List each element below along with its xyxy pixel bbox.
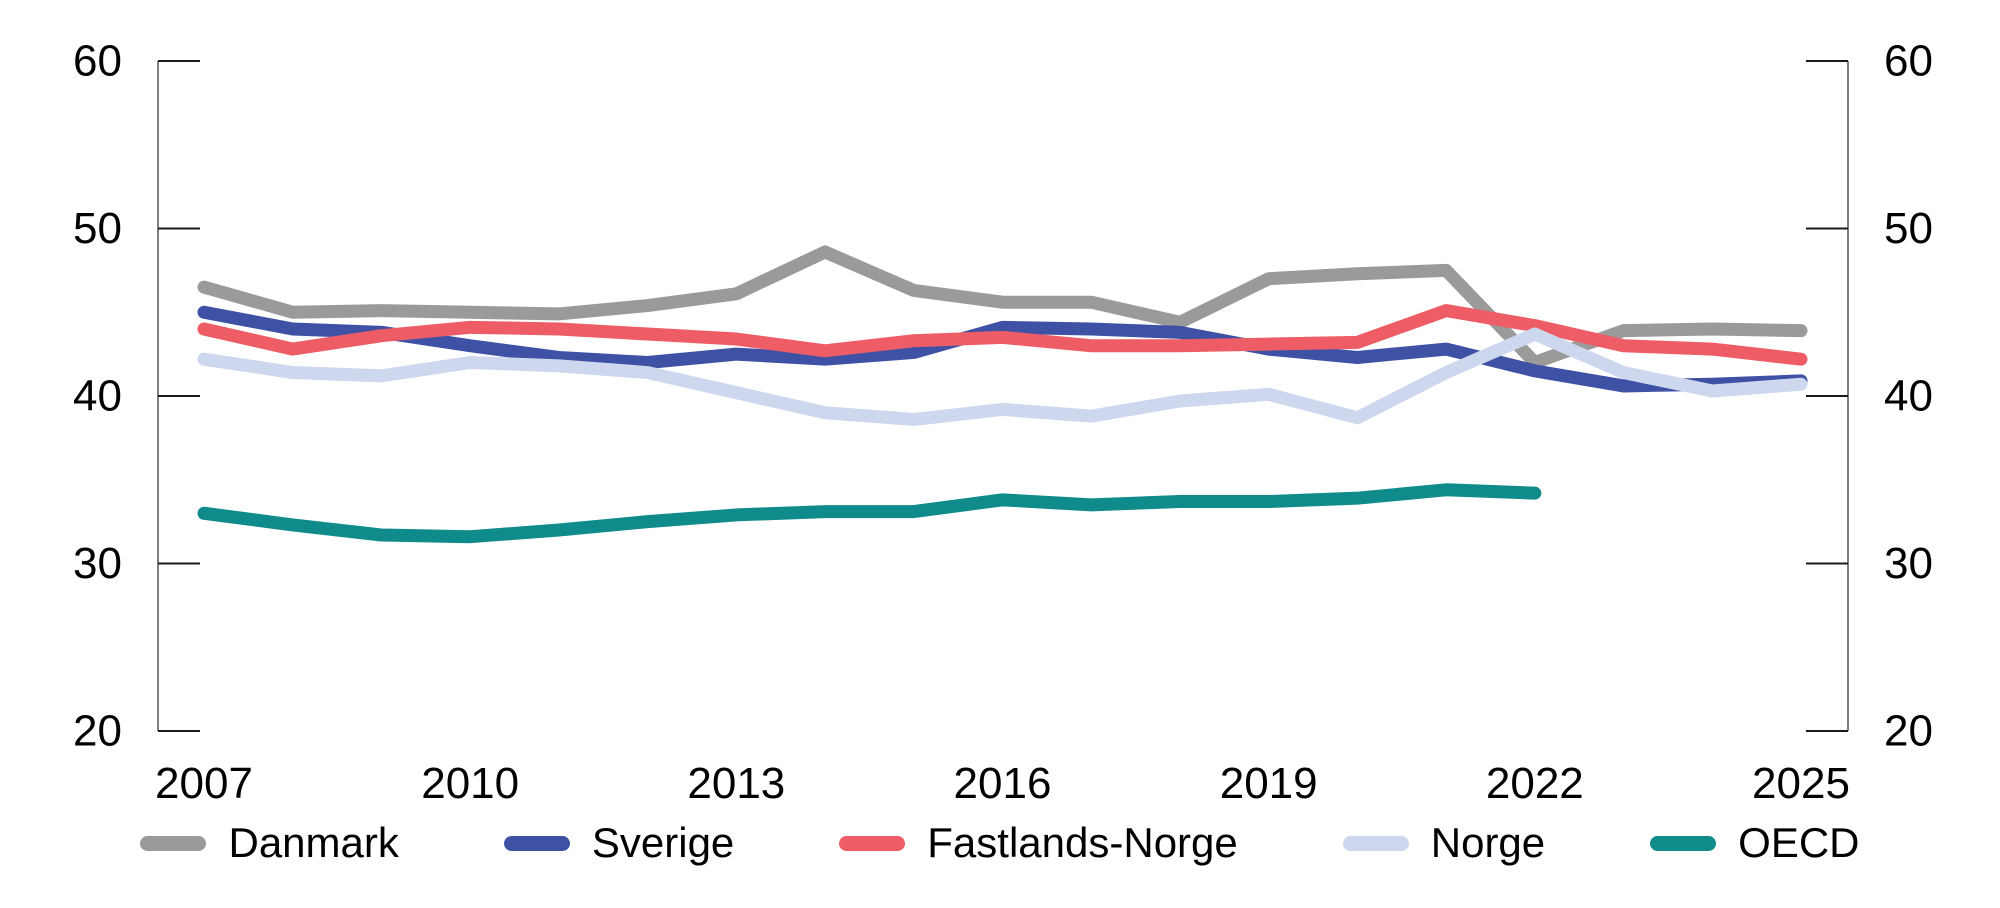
legend-swatch-fastlands-norge bbox=[839, 835, 906, 851]
series-line-danmark bbox=[197, 245, 1808, 369]
y-tick-label-left: 60 bbox=[73, 37, 122, 86]
y-tick-label-right: 40 bbox=[1884, 372, 1933, 421]
x-tick-label: 2016 bbox=[954, 759, 1052, 808]
legend-label-oecd: OECD bbox=[1738, 819, 1860, 866]
x-tick-label: 2025 bbox=[1752, 759, 1850, 808]
legend-item-sverige: Sverige bbox=[503, 819, 735, 866]
legend-swatch-sverige bbox=[503, 835, 570, 851]
legend-label-norge: Norge bbox=[1430, 819, 1546, 866]
legend-swatch-norge bbox=[1342, 835, 1409, 851]
x-tick-label: 2013 bbox=[687, 759, 785, 808]
x-tick-label: 2007 bbox=[155, 759, 253, 808]
series-line-norge bbox=[197, 327, 1808, 426]
legend-swatch-danmark bbox=[140, 835, 207, 851]
legend-item-danmark: Danmark bbox=[140, 819, 399, 866]
y-tick-label-right: 30 bbox=[1884, 539, 1933, 588]
y-tick-label-left: 50 bbox=[73, 204, 122, 253]
y-tick-label-left: 40 bbox=[73, 372, 122, 421]
legend-label-sverige: Sverige bbox=[591, 819, 735, 866]
legend-label-danmark: Danmark bbox=[228, 819, 399, 866]
x-tick-label: 2022 bbox=[1486, 759, 1584, 808]
series-line-sverige bbox=[197, 305, 1808, 393]
x-tick-label: 2010 bbox=[421, 759, 519, 808]
y-tick-label-right: 20 bbox=[1884, 707, 1933, 756]
y-tick-label-left: 20 bbox=[73, 707, 122, 756]
legend-swatch-oecd bbox=[1650, 835, 1717, 851]
legend-label-fastlands-norge: Fastlands-Norge bbox=[927, 819, 1238, 866]
legend: Danmark Sverige Fastlands-Norge Norge OECD bbox=[0, 822, 2000, 864]
y-tick-label-left: 30 bbox=[73, 539, 122, 588]
y-tick-label-right: 60 bbox=[1884, 37, 1933, 86]
legend-item-norge: Norge bbox=[1342, 819, 1546, 866]
legend-item-fastlands-norge: Fastlands-Norge bbox=[839, 819, 1238, 866]
series-line-fastlands-norge bbox=[197, 304, 1808, 366]
y-tick-label-right: 50 bbox=[1884, 204, 1933, 253]
series-line-oecd bbox=[197, 483, 1542, 544]
legend-item-oecd: OECD bbox=[1650, 819, 1860, 866]
x-tick-label: 2019 bbox=[1220, 759, 1318, 808]
